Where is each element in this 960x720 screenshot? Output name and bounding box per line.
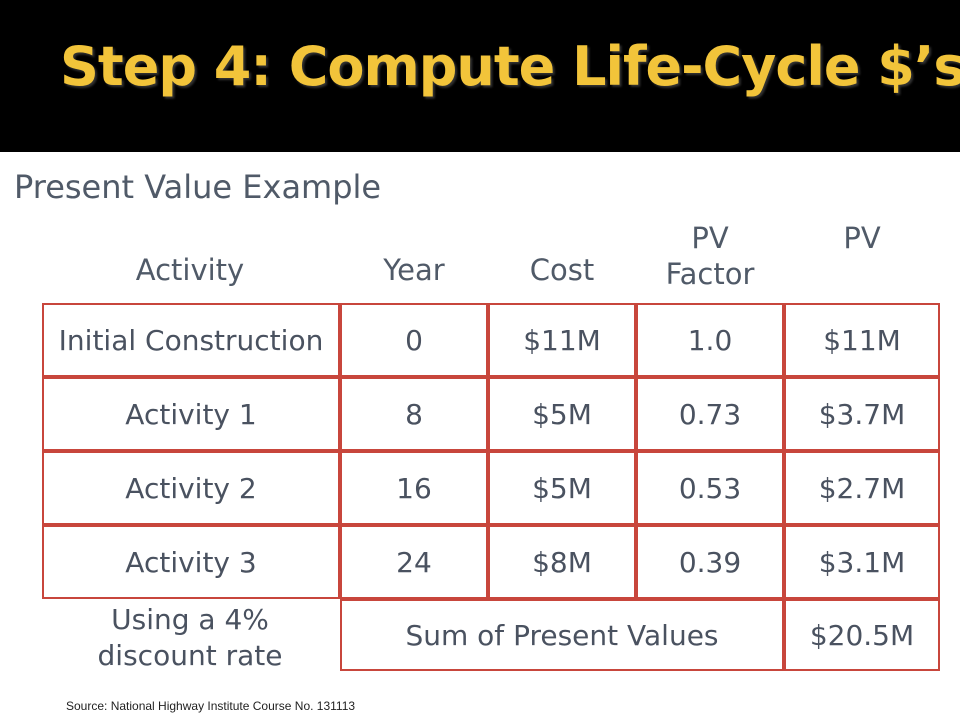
content-panel: Present Value Example Activity Year Cost…: [0, 152, 960, 720]
source-citation: Source: National Highway Institute Cours…: [66, 699, 356, 713]
cell-year: 0: [340, 303, 488, 377]
cell-cost: $5M: [488, 377, 636, 451]
note-line2: discount rate: [97, 639, 283, 672]
cell-cost: $11M: [488, 303, 636, 377]
cell-pv: $3.7M: [784, 377, 940, 451]
header-cost-label: Cost: [529, 253, 595, 287]
slide-title: Step 4: Compute Life-Cycle $’s: [60, 35, 960, 98]
cell-activity: Activity 2: [42, 451, 340, 525]
section-subtitle: Present Value Example: [14, 168, 382, 206]
sum-value: $20.5M: [784, 599, 940, 671]
cell-factor: 1.0: [636, 303, 784, 377]
header-activity-label: Activity: [135, 253, 245, 287]
cell-pv: $11M: [784, 303, 940, 377]
header-year: Year: [340, 252, 488, 288]
cell-factor: 0.73: [636, 377, 784, 451]
cell-pv: $3.1M: [784, 525, 940, 599]
cell-pv: $2.7M: [784, 451, 940, 525]
note-line1: Using a 4%: [111, 603, 269, 636]
slide-header: Step 4: Compute Life-Cycle $’s: [0, 0, 960, 152]
header-pv: PV: [784, 220, 940, 256]
header-pv-label: PV: [843, 221, 881, 255]
header-pv-factor: PV Factor: [636, 220, 784, 292]
header-pv-factor-line2: Factor: [665, 257, 755, 291]
cell-activity: Activity 1: [42, 377, 340, 451]
cell-activity: Initial Construction: [42, 303, 340, 377]
cell-activity: Activity 3: [42, 525, 340, 599]
cell-cost: $8M: [488, 525, 636, 599]
cell-year: 8: [340, 377, 488, 451]
header-activity: Activity: [40, 252, 340, 288]
cell-factor: 0.39: [636, 525, 784, 599]
header-cost: Cost: [488, 252, 636, 288]
header-pv-factor-line1: PV: [691, 221, 729, 255]
cell-year: 24: [340, 525, 488, 599]
header-year-label: Year: [383, 253, 445, 287]
cell-year: 16: [340, 451, 488, 525]
cell-cost: $5M: [488, 451, 636, 525]
cell-factor: 0.53: [636, 451, 784, 525]
discount-rate-note: Using a 4% discount rate: [40, 602, 340, 674]
sum-label: Sum of Present Values: [340, 599, 784, 671]
